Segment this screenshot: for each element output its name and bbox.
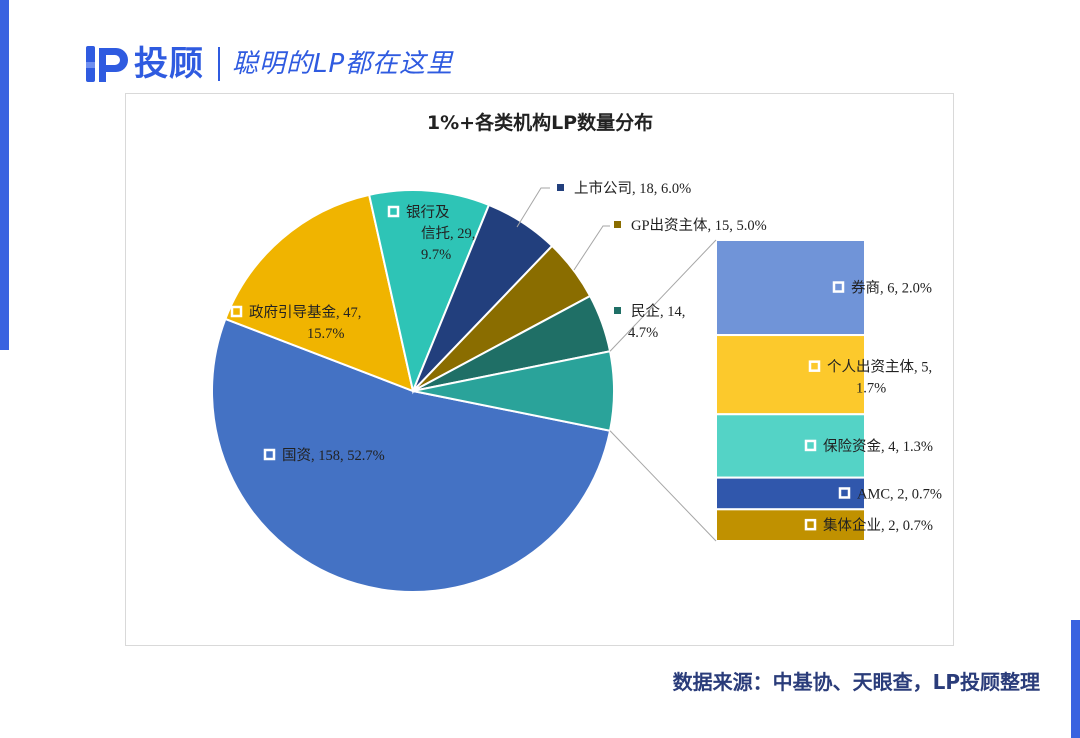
data-label: 9.7% [421, 247, 451, 263]
pie-slice [224, 193, 415, 393]
breakdown-bar-segment [715, 476, 866, 511]
legend-key [808, 360, 821, 372]
brand-slogan: 聪明的LP都在这里 [232, 49, 454, 79]
connector-line [609, 430, 717, 542]
left-accent-bar [0, 0, 9, 350]
data-label: 15.7% [307, 326, 344, 342]
data-label: 集体企业, 2, 0.7% [823, 516, 933, 534]
data-label: AMC, 2, 0.7% [857, 486, 942, 502]
data-label: GP出资主体, 15, 5.0% [631, 217, 767, 234]
breakdown-bar-segment [715, 508, 866, 543]
data-source-note: 数据来源：中基协、天眼查，LP投顾整理 [672, 670, 1040, 694]
data-label: 政府引导基金, 47, [249, 304, 361, 321]
right-accent-bar [1071, 620, 1080, 738]
brand-header: 投顾 聪明的LP都在这里 [84, 42, 453, 86]
data-label: 个人出资主体, 5, [827, 359, 932, 376]
data-label: 4.7% [628, 325, 658, 341]
data-label: 民企, 14, [631, 302, 685, 320]
lp-logo-icon [84, 46, 128, 82]
leader-line [573, 225, 610, 271]
legend-key [263, 448, 276, 461]
legend-key [804, 518, 817, 531]
pie-slice [412, 350, 615, 432]
data-label: 保险资金, 4, 1.3% [823, 438, 933, 455]
data-label: 国资, 158, 52.7% [282, 447, 385, 464]
legend-key [614, 221, 621, 228]
pie-slice [211, 317, 612, 593]
pie-slice [367, 189, 491, 395]
legend-key [614, 307, 621, 314]
leader-line [516, 187, 550, 228]
brand-name: 投顾 [134, 44, 204, 84]
data-label: 1.7% [856, 381, 886, 397]
data-label: 银行及 [406, 204, 450, 221]
legend-key [387, 205, 400, 218]
brand-divider [218, 47, 220, 81]
legend-key [832, 281, 845, 293]
legend-key [230, 305, 243, 318]
legend-key [557, 184, 564, 191]
breakdown-bar-segment [715, 239, 866, 337]
data-label: 信托, 29, [421, 225, 475, 242]
data-label: 上市公司, 18, 6.0% [574, 180, 691, 197]
legend-key [838, 487, 851, 499]
legend-key [804, 439, 817, 452]
data-label: 券商, 6, 2.0% [851, 280, 932, 297]
chart-title: 1%+各类机构LP数量分布 [426, 112, 654, 134]
breakdown-bar-segment [715, 413, 866, 479]
connector-line [609, 239, 717, 352]
